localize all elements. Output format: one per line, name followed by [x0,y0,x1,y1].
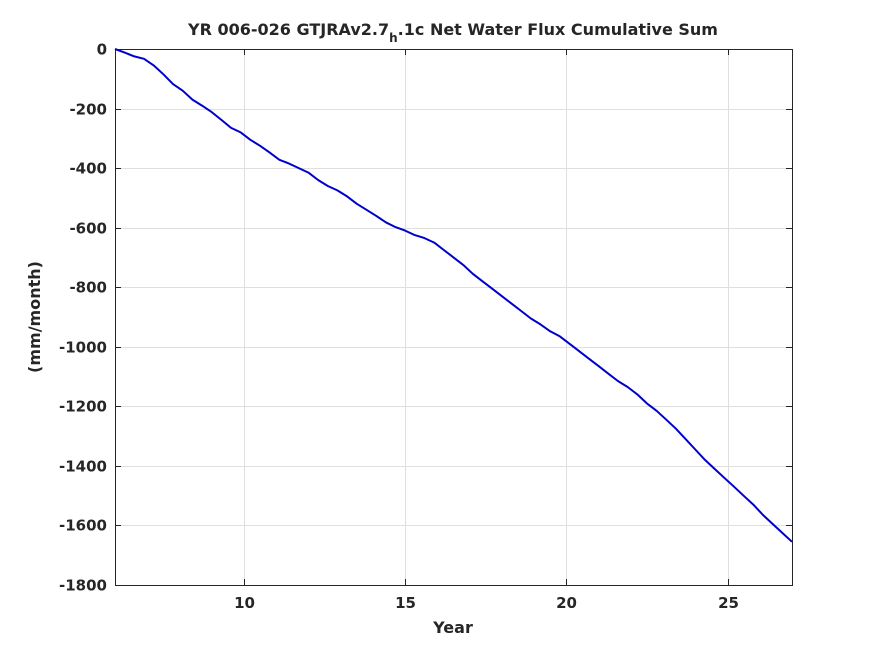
y-tick-label: -1600 [59,517,107,535]
y-tick-label: -1000 [59,339,107,357]
chart-title: YR 006-026 GTJRAv2.7h.1c Net Water Flux … [187,20,718,45]
x-tick-label: 10 [234,594,255,612]
y-tick-label: -200 [69,101,107,119]
series-line-cumulative-sum [114,48,793,543]
plot-frame [115,49,793,586]
x-tick-label: 20 [556,594,577,612]
x-tick-label: 25 [718,594,739,612]
y-tick-label: -1800 [59,577,107,595]
y-tick-label: -400 [69,160,107,178]
axis-ticks: 10 15 20 25 0 -200 -400 -600 -800 -1000 -1200 -1400… [59,41,792,612]
y-tick-label: -800 [69,279,107,297]
y-tick-label: -1400 [59,458,107,476]
x-tick-label: 15 [395,594,416,612]
y-tick-label: -600 [69,220,107,238]
y-tick-label: 0 [97,41,107,59]
grid-lines [115,49,792,586]
y-tick-label: -1200 [59,398,107,416]
x-axis-label: Year [432,618,473,637]
y-axis-label: (mm/month) [25,261,44,373]
